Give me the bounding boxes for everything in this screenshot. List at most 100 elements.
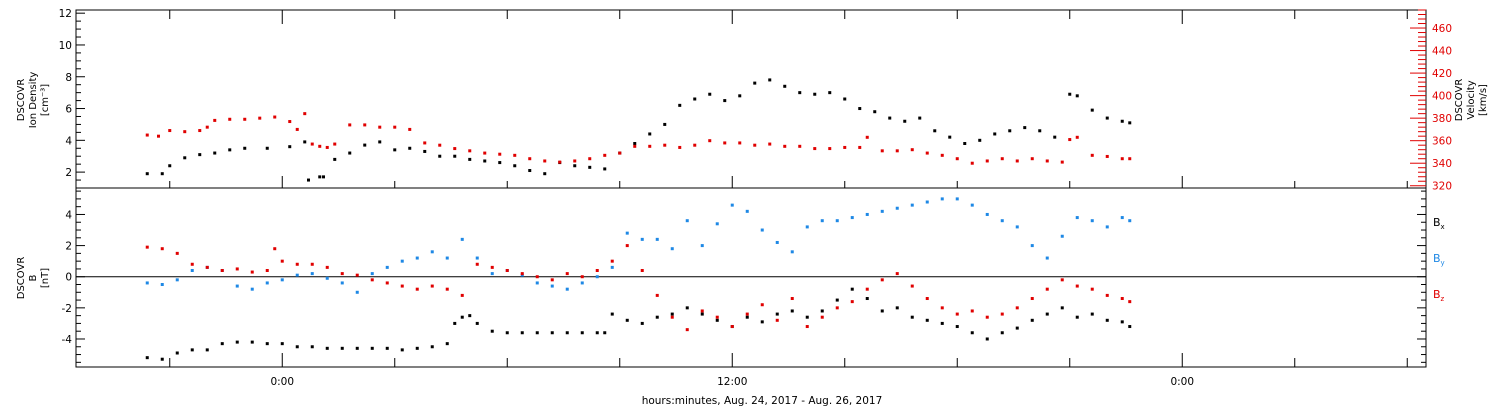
- time-tick-label: 0:00: [1170, 376, 1194, 388]
- bz-point: [580, 275, 584, 279]
- time-tick-label: 12:00: [717, 376, 747, 388]
- by-point: [355, 290, 359, 294]
- bx-point: [910, 315, 914, 319]
- by-point: [370, 272, 374, 276]
- bx-point: [625, 318, 629, 322]
- bx-point: [580, 331, 584, 335]
- bx-point: [1075, 315, 1079, 319]
- velocity-tick-label: 340: [1432, 158, 1452, 170]
- bz-point: [790, 297, 794, 301]
- x-axis-label: hours:minutes, Aug. 24, 2017 - Aug. 26, …: [642, 395, 883, 407]
- density-point: [963, 142, 967, 145]
- bx-point: [385, 346, 389, 350]
- bx-point: [880, 309, 884, 313]
- velocity-point: [528, 157, 532, 161]
- bz-point: [715, 315, 719, 319]
- by-point: [805, 225, 809, 229]
- density-point: [198, 153, 202, 157]
- velocity-tick-label: 460: [1432, 23, 1452, 35]
- velocity-point: [288, 120, 292, 124]
- by-point: [970, 203, 974, 207]
- density-point: [438, 154, 442, 158]
- density-point: [543, 172, 547, 176]
- bz-point: [640, 268, 644, 272]
- bz-point: [430, 284, 434, 288]
- bz-point: [670, 315, 674, 319]
- velocity-point: [865, 135, 869, 139]
- by-point: [955, 197, 959, 201]
- bx-point: [955, 325, 959, 329]
- bx-point: [745, 315, 749, 319]
- velocity-point: [783, 144, 787, 148]
- legend-subscript: x: [1441, 223, 1445, 231]
- bz-point: [385, 281, 389, 285]
- b-tick-label: 2: [65, 241, 72, 253]
- bz-point: [910, 284, 914, 288]
- density-point: [753, 81, 757, 85]
- density-point: [903, 119, 907, 123]
- bx-point: [430, 345, 434, 349]
- bx-point: [1128, 325, 1132, 329]
- bz-point: [295, 262, 299, 266]
- velocity-tick-label: 380: [1432, 113, 1452, 125]
- velocity-point: [678, 145, 682, 149]
- bz-point: [273, 247, 277, 251]
- bx-point: [925, 318, 929, 322]
- by-point: [550, 284, 554, 288]
- velocity-point: [423, 141, 427, 145]
- bz-point: [940, 306, 944, 310]
- by-point: [625, 231, 629, 235]
- b-axis-title-line: B: [28, 274, 39, 281]
- density-point: [873, 110, 877, 114]
- velocity-point: [243, 117, 247, 121]
- density-point: [318, 175, 322, 179]
- density-tick-label: 8: [65, 72, 72, 84]
- density-axis-title: DSCOVRIon Density[cm⁻³]: [16, 72, 51, 129]
- density-point: [243, 146, 247, 150]
- bx-point: [775, 312, 779, 316]
- density-tick-label: 4: [65, 135, 72, 147]
- density-point: [1075, 94, 1079, 98]
- bz-point: [760, 303, 764, 307]
- density-point: [303, 140, 307, 144]
- bz-point: [415, 287, 419, 291]
- b-tick-label: -4: [62, 334, 73, 346]
- bz-point: [160, 247, 164, 251]
- bz-point: [730, 325, 734, 329]
- density-point: [363, 143, 367, 147]
- velocity-point: [348, 123, 352, 127]
- density-point: [933, 129, 937, 133]
- velocity-tick-label: 400: [1432, 91, 1452, 103]
- bx-point: [490, 329, 494, 333]
- bz-point: [235, 267, 239, 271]
- bz-point: [655, 293, 659, 297]
- velocity-point: [228, 117, 232, 121]
- density-point: [408, 146, 412, 150]
- velocity-point: [603, 153, 607, 157]
- bz-point: [1015, 306, 1019, 310]
- bx-point: [295, 345, 299, 349]
- bz-point: [340, 272, 344, 276]
- by-point: [610, 265, 614, 269]
- density-point: [813, 92, 817, 96]
- bx-point: [355, 346, 359, 350]
- by-point: [445, 256, 449, 260]
- by-point: [835, 219, 839, 223]
- bx-point: [265, 342, 269, 346]
- density-point: [468, 157, 472, 161]
- bx-point: [505, 331, 509, 335]
- bz-point: [805, 325, 809, 329]
- bx-point: [370, 346, 374, 350]
- bx-point: [220, 342, 224, 346]
- bx-point: [190, 348, 194, 352]
- by-point: [430, 250, 434, 254]
- velocity-axis-title: DSCOVRVelocity[km/s]: [1454, 79, 1489, 122]
- bx-point: [415, 346, 419, 350]
- bx-point: [715, 318, 719, 322]
- velocity-point: [408, 127, 412, 131]
- bx-point: [340, 346, 344, 350]
- bx-point: [790, 309, 794, 313]
- by-point: [565, 287, 569, 291]
- by-point: [535, 281, 539, 285]
- bx-point: [550, 331, 554, 335]
